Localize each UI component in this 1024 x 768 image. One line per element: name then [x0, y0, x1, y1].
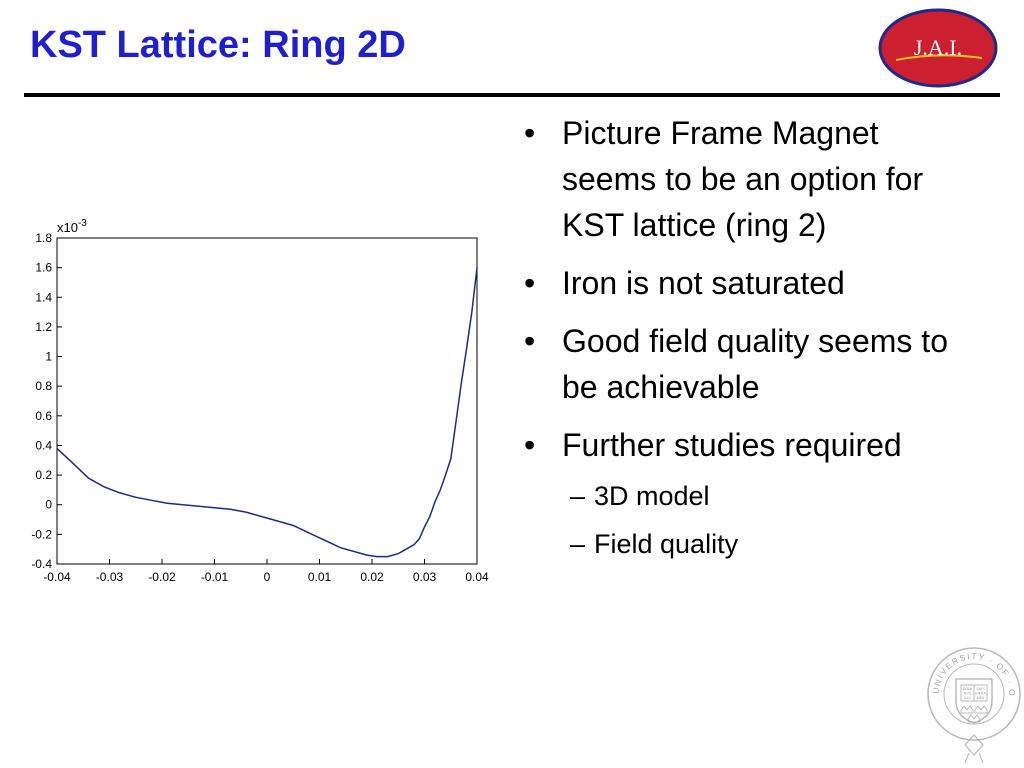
oxford-crest: UNIVERSITY · OF · OXFORD DOMI NVS ILLV S…	[925, 645, 1021, 764]
y-tick-label: 0	[45, 498, 52, 512]
crest-outer-ring	[927, 647, 1021, 741]
slide-title: KST Lattice: Ring 2D	[30, 24, 406, 66]
x-tick-label: 0.01	[308, 570, 332, 584]
y-tick-label: 1.8	[35, 231, 52, 245]
y-tick-label: 0.8	[35, 379, 52, 393]
sub-bullet-item: 3D model	[562, 472, 980, 520]
bullet-text: Further studies required	[562, 427, 902, 463]
y-tick-label: 0.6	[35, 409, 52, 423]
x-tick-label: 0	[264, 570, 271, 584]
y-tick-label: 1.4	[35, 290, 52, 304]
bullet-text: Picture Frame Magnet seems to be an opti…	[562, 115, 924, 243]
logo-text: J.A.I.	[914, 35, 962, 60]
bullet-item: Further studies required 3D modelField qu…	[520, 422, 980, 568]
y-tick-label: -0.4	[31, 557, 52, 571]
crest-shield	[955, 678, 993, 724]
field-quality-chart: 1.8 1.6 1.4 1.2 1 0.8 0.6 0.4 0.2 0 -0.2 -0.4 -0.04…	[31, 218, 489, 584]
crest-book-text-5: ENTIA	[975, 692, 986, 696]
crest-inner-ring	[943, 663, 1005, 725]
bullet-text: Good field quality seems to be achievabl…	[562, 323, 948, 405]
bullet-item: Good field quality seems to be achievabl…	[520, 318, 980, 410]
y-tick-label: -0.2	[31, 527, 52, 541]
sub-bullet-list: 3D modelField quality	[562, 472, 980, 568]
y-tick-label: 1	[45, 350, 52, 364]
y-exponent-label: x10-3	[57, 218, 87, 235]
series-line	[56, 267, 478, 558]
y-axis-ticks: 1.8 1.6 1.4 1.2 1 0.8 0.6 0.4 0.2 0 -0.2 -0.4	[31, 231, 62, 571]
sub-bullet-item: Field quality	[562, 520, 980, 568]
x-tick-label: 0.03	[413, 570, 437, 584]
jai-logo: J.A.I.	[878, 8, 998, 88]
y-tick-label: 0.4	[35, 438, 52, 452]
x-tick-label: -0.02	[148, 570, 176, 584]
x-tick-label: -0.03	[96, 570, 124, 584]
crest-book-text-2: NVS	[964, 692, 972, 696]
crest-crown-left	[960, 705, 974, 714]
x-axis-ticks: -0.04 -0.03 -0.02 -0.01 0 0.01 0.02 0.03 0.04	[43, 559, 489, 584]
y-exponent-base: x10	[57, 220, 78, 235]
crest-book-text-3: ILLV	[964, 696, 972, 700]
x-tick-label: 0.02	[360, 570, 384, 584]
crest-book-text-4: SAPI	[976, 687, 984, 691]
y-tick-label: 1.6	[35, 261, 52, 275]
bullet-list: Picture Frame Magnet seems to be an opti…	[520, 110, 980, 580]
crest-book-text-6: MEA	[977, 696, 985, 700]
x-tick-label: 0.04	[465, 570, 489, 584]
bullet-item: Picture Frame Magnet seems to be an opti…	[520, 110, 980, 248]
title-divider	[24, 93, 1000, 97]
logo-swoosh	[895, 54, 983, 61]
crest-book-text-1: DOMI	[963, 687, 972, 691]
crest-crown-bottom	[967, 714, 981, 723]
y-exponent-power: -3	[78, 218, 87, 229]
x-tick-label: -0.04	[43, 570, 71, 584]
y-tick-label: 0.2	[35, 468, 52, 482]
bullet-item: Iron is not saturated	[520, 260, 980, 306]
x-tick-label: -0.01	[201, 570, 229, 584]
bullet-text: Iron is not saturated	[562, 265, 845, 301]
logo-ellipse	[878, 8, 998, 88]
y-tick-label: 1.2	[35, 320, 52, 334]
plot-frame	[56, 237, 478, 565]
crest-crown-right	[974, 705, 988, 714]
crest-tassel-icon	[964, 734, 984, 764]
